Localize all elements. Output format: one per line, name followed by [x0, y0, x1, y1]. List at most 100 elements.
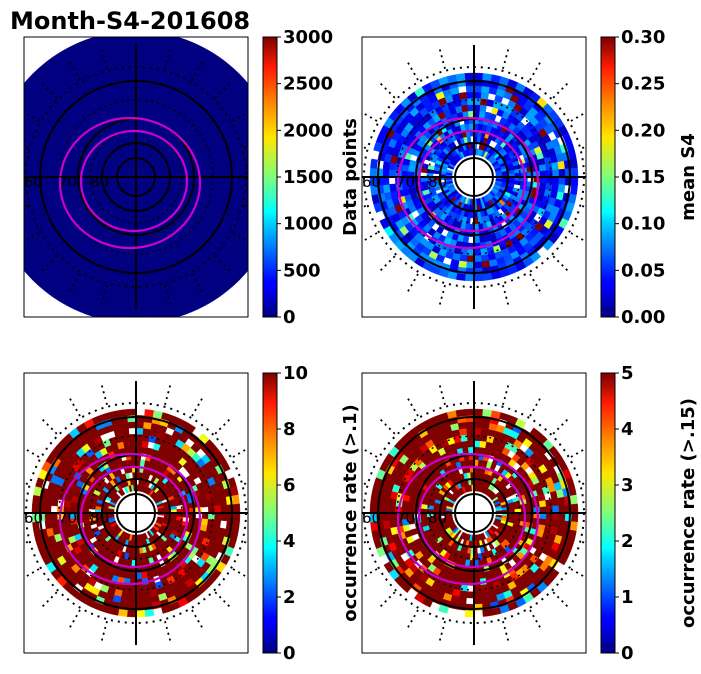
heatmap-cell	[200, 500, 209, 508]
heatmap-cell	[382, 504, 390, 514]
heatmap-cell	[11, 166, 22, 177]
heatmap-cell	[114, 52, 127, 65]
heatmap-cell	[466, 248, 475, 257]
heatmap-cell	[480, 91, 490, 100]
heatmap-cell	[9, 220, 23, 235]
heatmap-cell	[552, 512, 560, 521]
heatmap-cell	[465, 421, 475, 429]
heatmap-cell	[0, 115, 13, 130]
heatmap-cell	[218, 176, 231, 186]
heatmap-cell	[44, 512, 52, 522]
heatmap-cell	[0, 139, 5, 153]
heatmap-cell	[427, 164, 435, 171]
heatmap-cell	[388, 512, 396, 521]
heatmap-cell	[219, 496, 228, 506]
heatmap-cell	[480, 590, 490, 599]
heatmap-cell	[135, 427, 144, 435]
heatmap-cell	[120, 427, 130, 436]
heatmap-cell	[24, 200, 26, 208]
radial-tick	[581, 541, 586, 544]
heatmap-cell	[207, 505, 216, 514]
heatmap-cell	[126, 610, 137, 618]
radial-tick	[438, 620, 446, 641]
heatmap-cell	[32, 494, 41, 505]
heatmap-cell	[420, 516, 428, 523]
heatmap-cell	[458, 590, 468, 599]
latitude-label: 80	[428, 509, 447, 527]
heatmap-cell	[569, 494, 578, 505]
oval-contour-inner	[417, 129, 527, 233]
heatmap-cell	[558, 512, 566, 522]
colorbar-tick-label: 0.25	[621, 74, 665, 95]
heatmap-cell	[460, 98, 468, 106]
heatmap-cell	[123, 301, 137, 313]
heatmap-cell	[207, 499, 215, 507]
colorbar-tick-label: 5	[621, 363, 634, 384]
heatmap-cell	[464, 610, 475, 618]
heatmap-cell	[246, 253, 248, 256]
heatmap-cell	[125, 280, 137, 292]
radial-tick	[164, 385, 172, 406]
heatmap-cell	[473, 261, 483, 269]
heatmap-cell	[0, 212, 9, 227]
heatmap-cell	[119, 83, 129, 96]
heatmap-cell	[1, 154, 13, 167]
heatmap-cell	[184, 422, 196, 434]
heatmap-cell	[143, 258, 153, 271]
heatmap-cell	[135, 301, 149, 313]
heatmap-cell	[461, 440, 469, 449]
heatmap-cell	[140, 571, 148, 580]
heatmap-cell	[135, 259, 145, 272]
heatmap-cell	[481, 260, 491, 269]
latitude-label: 80	[90, 173, 109, 191]
colorbar-tick-label: 0.00	[621, 307, 665, 328]
heatmap-cell	[239, 82, 248, 100]
heatmap-cell	[455, 409, 466, 418]
heatmap-cell	[24, 146, 26, 154]
colorbar-tick-label: 4	[621, 419, 634, 440]
heatmap-cell	[135, 37, 149, 43]
radial-tick	[529, 398, 541, 417]
colorbar	[600, 372, 616, 654]
heatmap-cell	[478, 571, 486, 580]
colorbar-tick-label: 0	[283, 643, 296, 664]
heatmap-cell	[146, 41, 160, 55]
colorbar	[600, 36, 616, 318]
heatmap-cell	[473, 248, 482, 257]
heatmap-cell	[220, 504, 228, 514]
heatmap-cell	[0, 152, 3, 166]
heatmap-cell	[85, 37, 102, 50]
heatmap-cell	[473, 97, 482, 106]
heatmap-cell	[24, 185, 34, 197]
heatmap-cell	[246, 98, 248, 101]
heatmap-cell	[473, 597, 483, 605]
radial-tick	[529, 273, 541, 292]
heatmap-cell	[135, 433, 144, 442]
heatmap-cell	[238, 185, 248, 197]
heatmap-cell	[370, 158, 379, 169]
heatmap-cell	[438, 604, 449, 614]
heatmap-cell	[24, 215, 33, 230]
heatmap-cell	[382, 512, 390, 522]
latitude-label: 60	[362, 173, 381, 191]
heatmap-cell	[119, 596, 129, 605]
heatmap-cell	[480, 584, 488, 592]
heatmap-cell	[214, 512, 222, 521]
heatmap-cell	[147, 37, 161, 44]
heatmap-cell	[558, 168, 566, 178]
radial-tick	[581, 205, 586, 208]
heatmap-cell	[127, 82, 137, 95]
heatmap-cell	[465, 261, 475, 269]
heatmap-cell	[382, 176, 390, 186]
heatmap-cell	[220, 460, 231, 472]
heatmap-cell	[515, 418, 527, 429]
heatmap-cell	[208, 169, 220, 178]
heatmap-cell	[370, 494, 379, 505]
heatmap-cell	[24, 254, 33, 272]
heatmap-cell	[382, 496, 391, 506]
heatmap-cell	[44, 520, 53, 530]
heatmap-cell	[128, 591, 137, 599]
heatmap-cell	[50, 497, 59, 507]
heatmap-cell	[82, 516, 90, 523]
axes-frame	[361, 36, 587, 318]
